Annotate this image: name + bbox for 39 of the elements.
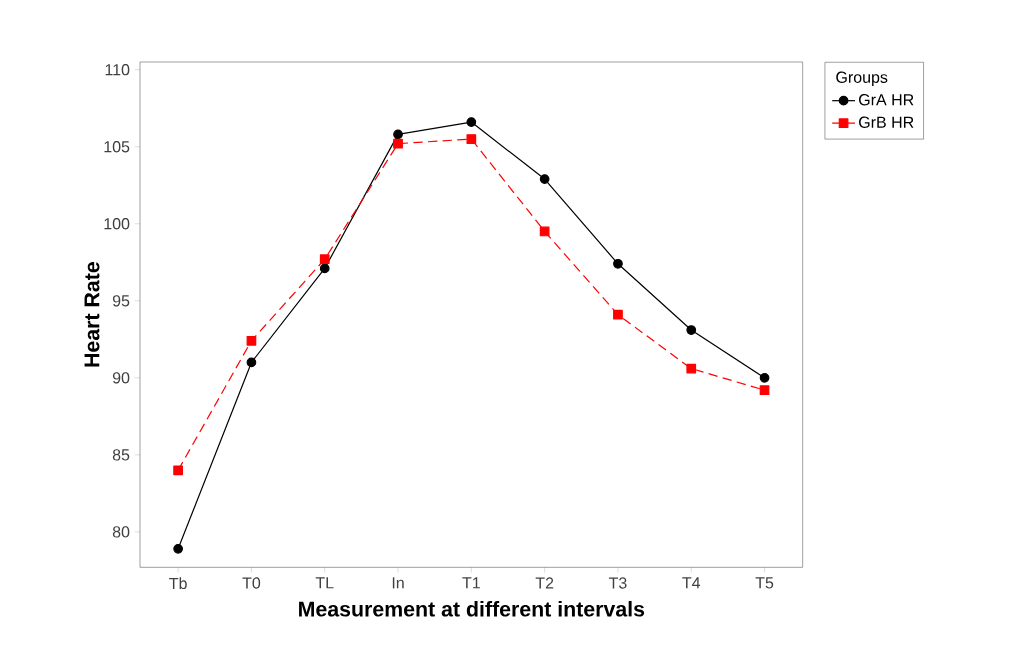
legend-label: GrA HR — [859, 94, 914, 106]
point — [173, 543, 183, 554]
point — [539, 174, 550, 184]
y-tick-label: 90 — [112, 372, 130, 384]
point — [393, 138, 403, 149]
point — [393, 129, 403, 140]
point — [173, 465, 183, 476]
y-tick-label: 110 — [105, 64, 130, 76]
point — [613, 258, 623, 269]
x-tick-label: T5 — [755, 577, 774, 589]
point — [759, 385, 770, 396]
x-tick-label: T3 — [608, 577, 627, 589]
point — [539, 226, 550, 237]
x-axis-title: Measurement at different intervals — [299, 600, 645, 617]
y-tick-label: 100 — [104, 218, 130, 230]
x-tick-label: T4 — [682, 577, 701, 589]
point — [246, 357, 257, 368]
point — [759, 372, 770, 383]
legend-label: GrB HR — [859, 116, 914, 128]
point — [319, 263, 330, 274]
point — [319, 254, 330, 265]
point — [466, 134, 477, 144]
y-axis-title: Heart Rate — [84, 262, 100, 367]
legend-title: Groups — [836, 71, 888, 87]
y-tick-label: 105 — [104, 141, 130, 153]
y-tick-label: 80 — [112, 526, 130, 538]
point — [686, 363, 697, 374]
x-tick-label: T2 — [535, 577, 554, 589]
point — [466, 117, 477, 127]
x-tick-label: In — [392, 577, 404, 589]
x-tick-label: T0 — [242, 577, 261, 589]
y-tick-label: 95 — [112, 295, 130, 307]
x-tick-label: T1 — [462, 577, 480, 589]
point — [613, 309, 623, 320]
x-tick-label: TL — [315, 577, 334, 589]
point — [686, 325, 697, 335]
x-tick-label: Tb — [169, 577, 187, 590]
y-tick-label: 85 — [112, 449, 130, 461]
point — [246, 335, 257, 346]
